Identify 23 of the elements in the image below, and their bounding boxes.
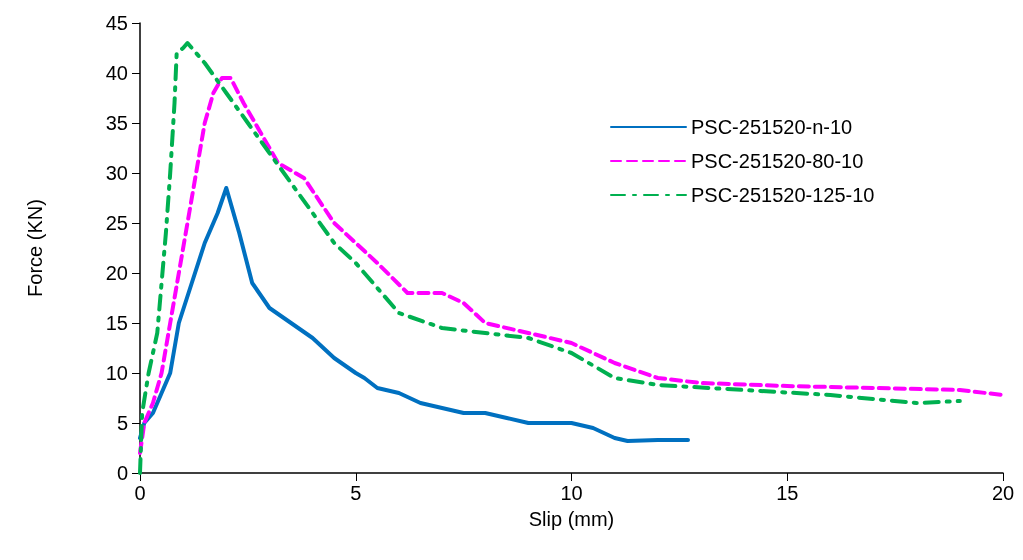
y-axis-title: Force (KN) bbox=[24, 199, 46, 297]
x-tick-label: 20 bbox=[991, 482, 1015, 504]
x-tick-label: 10 bbox=[560, 482, 583, 504]
x-tick-label: 15 bbox=[776, 482, 799, 504]
line-series bbox=[138, 76, 1005, 455]
y-tick-label: 15 bbox=[105, 312, 128, 334]
y-tick-label: 25 bbox=[105, 212, 128, 234]
line-series bbox=[138, 186, 691, 443]
x-tick-label: 0 bbox=[134, 482, 146, 504]
legend-label: PSC-251520-125-10 bbox=[691, 184, 875, 206]
y-tick-label: 0 bbox=[116, 462, 128, 484]
x-tick-label: 5 bbox=[350, 482, 362, 504]
legend-label: PSC-251520-80-10 bbox=[691, 150, 864, 172]
y-tick-label: 20 bbox=[105, 262, 128, 284]
legend-label: PSC-251520-n-10 bbox=[691, 116, 853, 138]
y-tick-label: 30 bbox=[105, 162, 128, 184]
x-axis-title: Slip (mm) bbox=[528, 508, 615, 530]
y-tick-label: 35 bbox=[105, 112, 128, 134]
line-series bbox=[138, 41, 962, 475]
y-tick-label: 45 bbox=[105, 12, 128, 34]
y-tick-label: 10 bbox=[105, 362, 128, 384]
y-tick-label: 5 bbox=[116, 412, 128, 434]
y-tick-label: 40 bbox=[105, 62, 128, 84]
